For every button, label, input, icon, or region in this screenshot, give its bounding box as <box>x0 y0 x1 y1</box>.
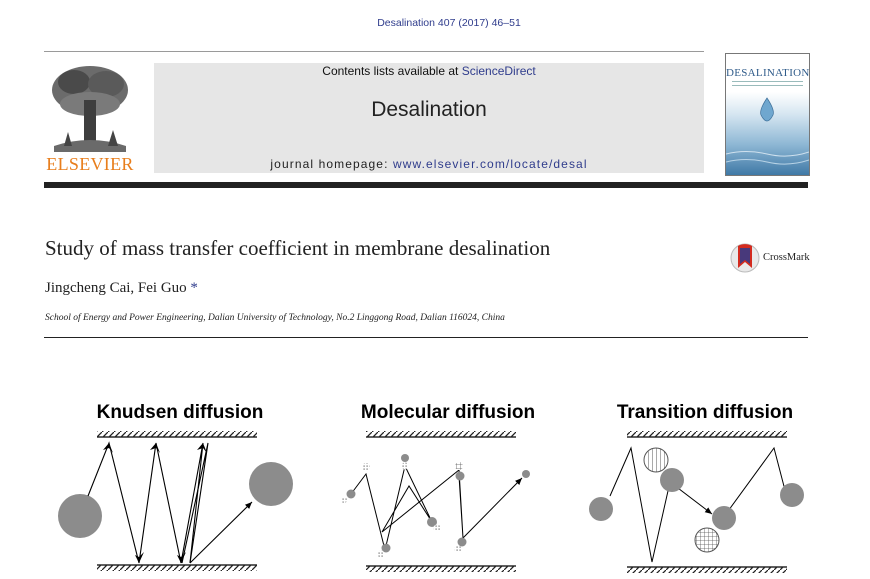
water-drop-icon <box>726 81 809 165</box>
gas-molecule <box>249 462 293 506</box>
journal-name: Desalination <box>371 98 487 121</box>
molecular-diagram <box>341 431 530 572</box>
header-thick-rule <box>44 182 808 188</box>
header-divider <box>44 51 704 52</box>
journal-banner <box>154 63 704 173</box>
journal-cover: DESALINATION <box>725 53 810 176</box>
transition-diagram <box>589 431 804 573</box>
homepage-link[interactable]: www.elsevier.com/locate/desal <box>392 157 588 171</box>
author-names: Jingcheng Cai, Fei Guo <box>45 280 187 296</box>
knudsen-diagram <box>58 431 293 571</box>
panel-title-molecular: Molecular diffusion <box>360 402 536 423</box>
crossmark-icon[interactable] <box>730 240 760 276</box>
contents-line: Contents lists available at ScienceDirec… <box>154 64 704 78</box>
gas-molecule <box>58 494 102 538</box>
sciencedirect-link[interactable]: ScienceDirect <box>461 64 536 78</box>
panel-title-transition: Transition diffusion <box>616 402 794 423</box>
journal-citation: Desalination 407 (2017) 46–51 <box>377 17 521 29</box>
corresponding-author-mark[interactable]: * <box>190 280 198 296</box>
article-header-rule <box>44 337 808 338</box>
elsevier-tree-logo <box>52 66 128 152</box>
author-list: Jingcheng Cai, Fei Guo * <box>45 280 198 297</box>
elsevier-wordmark: ELSEVIER <box>46 154 134 174</box>
homepage-prefix: journal homepage: <box>270 157 393 171</box>
journal-homepage: journal homepage: www.elsevier.com/locat… <box>154 157 704 171</box>
crossmark-label[interactable]: CrossMark <box>763 252 810 263</box>
author-affiliation: School of Energy and Power Engineering, … <box>45 313 505 323</box>
article-title: Study of mass transfer coefficient in me… <box>45 236 551 260</box>
contents-prefix: Contents lists available at <box>322 64 462 78</box>
cover-title: DESALINATION <box>726 67 810 79</box>
panel-title-knudsen: Knudsen diffusion <box>96 402 264 423</box>
